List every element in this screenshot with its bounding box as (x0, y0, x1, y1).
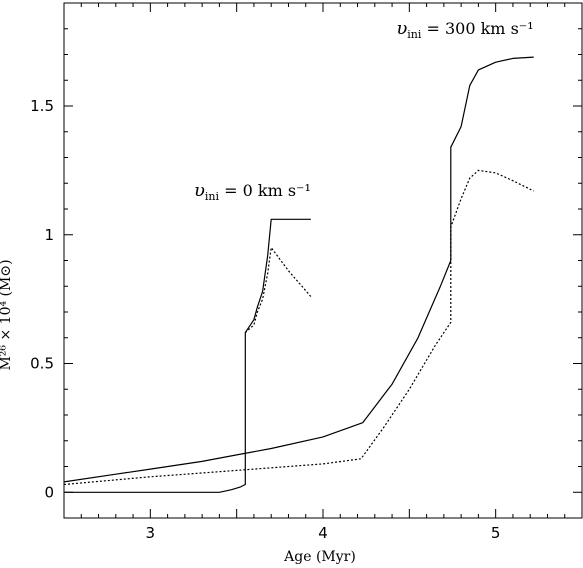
y-axis-label: M²⁶ × 10⁴ (M⊙) (0, 259, 14, 370)
series-line-4 (63, 169, 534, 486)
plot-border (63, 2, 583, 519)
x-tick-label: 3 (146, 524, 156, 542)
annotations: υini = 0 km s⁻¹ υini = 300 km s⁻¹ (194, 18, 534, 203)
x-tick-label: 4 (318, 524, 328, 542)
x-tick-label: 5 (491, 524, 501, 542)
tick-marks (63, 2, 583, 519)
series-line-3 (63, 56, 534, 483)
series-line-1 (64, 218, 311, 493)
tick-labels: 3 4 5 0 0.5 1 1.5 (30, 97, 500, 542)
y-tick-label: 0 (44, 483, 54, 501)
x-axis-label: Age (Myr) (283, 549, 356, 565)
y-tick-label: 0.5 (30, 355, 54, 373)
plot-frame (63, 2, 583, 519)
annotation-1: υini = 0 km s⁻¹ (194, 180, 311, 203)
series-line-2 (244, 247, 312, 334)
annotation-2: υini = 300 km s⁻¹ (396, 18, 533, 41)
series-lines (63, 56, 534, 493)
y-tick-label: 1 (44, 226, 54, 244)
y-tick-label: 1.5 (30, 97, 54, 115)
